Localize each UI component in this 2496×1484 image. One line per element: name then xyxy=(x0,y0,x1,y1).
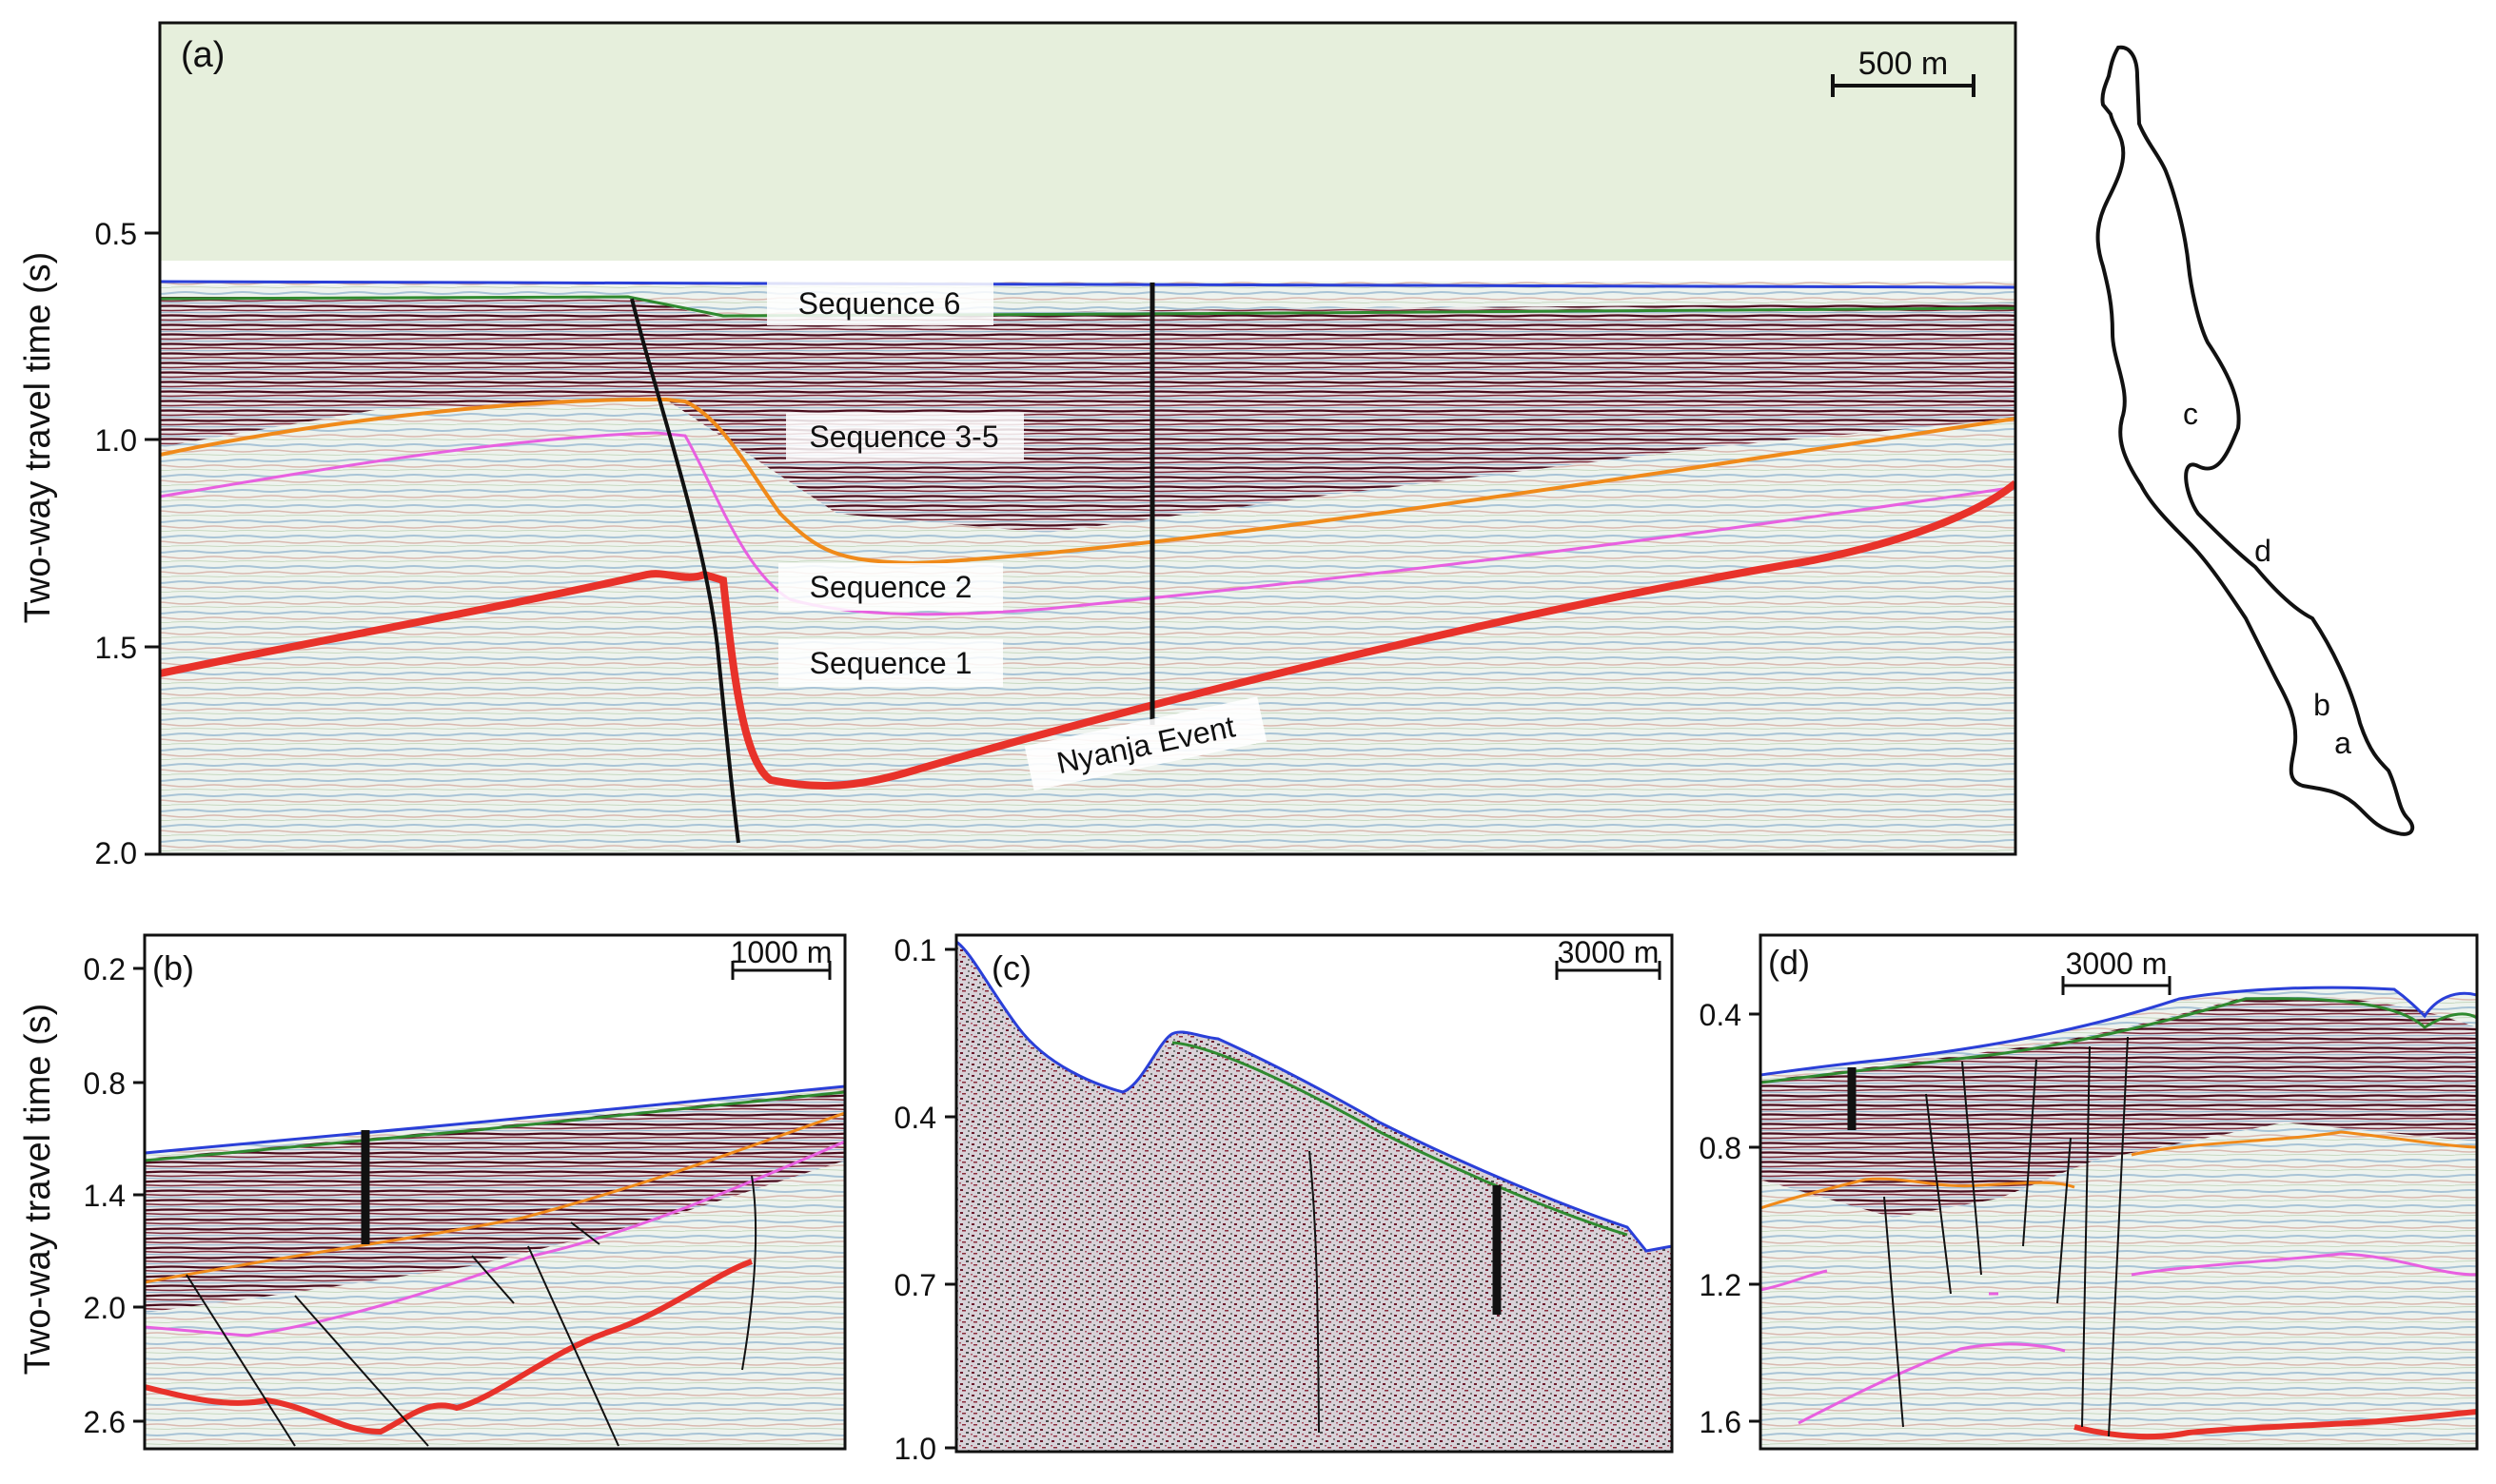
panel-d-sequence-6-horizon xyxy=(1760,997,2477,1084)
label-sequence-1: Sequence 1 xyxy=(810,646,973,680)
panel-a-dark-sequences xyxy=(160,297,2015,533)
panel-b-scale-bar: 1000 m xyxy=(731,935,833,980)
panel-b-fault xyxy=(294,1295,429,1447)
panel-c-scale-text: 3000 m xyxy=(1558,935,1660,969)
panel-a-sequence-2-horizon xyxy=(160,397,2015,566)
lake-map: c d b a xyxy=(2095,45,2415,836)
panel-d-tick: 1.2 xyxy=(1700,1268,1741,1302)
panel-b-tick: 1.4 xyxy=(84,1179,126,1213)
panel-d-frame xyxy=(1759,933,2479,1451)
panel-c-tick: 1.0 xyxy=(894,1432,936,1466)
panel-d-water xyxy=(1760,935,2477,1075)
panel-b-fault xyxy=(471,1255,515,1304)
panel-d-fault xyxy=(2056,1137,2072,1304)
panel-c-tick: 0.7 xyxy=(894,1268,936,1302)
map-site-c: c xyxy=(2183,397,2198,431)
panel-d-label: (d) xyxy=(1768,943,1810,982)
panel-b-y-ticks: 0.2 0.8 1.4 2.0 2.6 xyxy=(84,952,145,1439)
panel-a-y-ticks: 0.5 1.0 1.5 2.0 xyxy=(95,217,160,870)
panel-a-tick: 1.0 xyxy=(95,423,137,458)
panel-b-tick: 0.8 xyxy=(84,1066,126,1101)
map-site-a: a xyxy=(2334,726,2351,760)
label-sequence-3-5: Sequence 3-5 xyxy=(809,420,998,454)
panel-d-tick: 0.4 xyxy=(1700,998,1741,1032)
panel-c-y-ticks: 0.1 0.4 0.7 1.0 xyxy=(894,933,956,1466)
panel-b-sequence-2-horizon xyxy=(145,1111,845,1284)
panel-b-fault xyxy=(186,1274,296,1447)
panel-c-label: (c) xyxy=(992,948,1032,987)
panel-a-scale-bar: 500 m xyxy=(1831,46,1975,97)
panel-d-sequence-2-horizon xyxy=(1760,1130,2477,1210)
panel-a-tick: 2.0 xyxy=(95,836,137,870)
label-sequence-6: Sequence 6 xyxy=(798,286,961,321)
panel-d-fault xyxy=(2081,1045,2091,1428)
panel-c-water xyxy=(956,935,1672,1251)
panel-d-scale-bar: 3000 m xyxy=(2061,947,2172,995)
panel-d-tick: 0.8 xyxy=(1700,1131,1741,1165)
panel-c-fault xyxy=(1308,1150,1320,1434)
panel-d-sequence-1-horizon xyxy=(1760,1252,2477,1425)
panel-b-sequence-6-horizon xyxy=(145,1090,845,1162)
panel-b: (b) 1000 m 0.2 0.8 1.4 2.0 2.6 xyxy=(84,933,847,1451)
panel-b-fault xyxy=(570,1221,600,1245)
panel-d-dark-sequences xyxy=(1760,996,2477,1218)
panel-c-lake-floor xyxy=(956,940,1672,1253)
panel-a-tick: 0.5 xyxy=(95,217,137,251)
panel-d-fault xyxy=(1961,1061,1982,1276)
panel-b-fault xyxy=(527,1245,619,1447)
map-site-b: b xyxy=(2313,688,2330,722)
panel-a-sequence-6-horizon xyxy=(160,295,2015,318)
panel-a-scale-text: 500 m xyxy=(1858,46,1949,82)
lake-outline xyxy=(2095,45,2415,836)
panel-d-tick: 1.6 xyxy=(1700,1405,1741,1439)
panel-b-water xyxy=(145,935,845,1153)
panel-c-scale-bar: 3000 m xyxy=(1555,935,1661,980)
panel-a-nyanja-horizon xyxy=(160,479,2015,790)
panel-a-water xyxy=(160,23,2015,261)
panel-b-scale-text: 1000 m xyxy=(731,935,833,969)
y-axis-label-bottom: Two-way travel time (s) xyxy=(18,1004,58,1376)
panel-d-fault xyxy=(1883,1196,1904,1428)
map-site-d: d xyxy=(2254,534,2271,568)
panel-d-fault xyxy=(2108,1036,2129,1437)
panel-c-frame xyxy=(954,933,1674,1454)
panel-a-tick: 1.5 xyxy=(95,631,137,665)
panel-a-fault xyxy=(630,298,740,844)
panel-a-water-bottom xyxy=(160,261,2015,282)
panel-b-frame xyxy=(143,933,847,1451)
panel-c-tick: 0.4 xyxy=(894,1101,936,1135)
panel-c: (c) 3000 m 0.1 0.4 0.7 1.0 xyxy=(894,933,1674,1466)
panel-b-lake-floor xyxy=(145,1084,845,1155)
panel-b-tick: 2.6 xyxy=(84,1405,126,1439)
panel-a: (a) 500 m 0.5 1.0 1.5 2.0 Sequence 6 Seq… xyxy=(95,21,2017,870)
panel-d-fault xyxy=(1925,1093,1952,1295)
panel-c-sequence-6-horizon xyxy=(1171,1041,1628,1237)
panel-d-nyanja-horizon xyxy=(2073,1409,2477,1440)
label-sequence-2: Sequence 2 xyxy=(810,570,973,604)
panel-a-label: (a) xyxy=(181,35,225,75)
panel-a-sequence-labels: Sequence 6 Sequence 3-5 Sequence 2 Seque… xyxy=(767,282,1268,791)
panel-d: (d) 3000 m 0.4 0.8 1.2 1.6 xyxy=(1700,933,2479,1451)
panel-c-tick: 0.1 xyxy=(894,933,936,967)
panel-d-fault xyxy=(2022,1059,2037,1247)
panel-d-lake-floor xyxy=(1760,986,2477,1077)
panel-b-fault xyxy=(741,1175,757,1371)
panel-b-tick: 0.2 xyxy=(84,952,126,986)
panel-b-nyanja-horizon xyxy=(145,1259,753,1435)
panel-d-scale-text: 3000 m xyxy=(2066,947,2168,981)
panel-a-lake-floor xyxy=(160,280,2015,289)
panel-b-tick: 2.0 xyxy=(84,1291,126,1325)
panel-b-label: (b) xyxy=(152,948,194,987)
panel-d-y-ticks: 0.4 0.8 1.2 1.6 xyxy=(1700,998,1760,1439)
y-axis-label-top: Two-way travel time (s) xyxy=(18,252,58,624)
